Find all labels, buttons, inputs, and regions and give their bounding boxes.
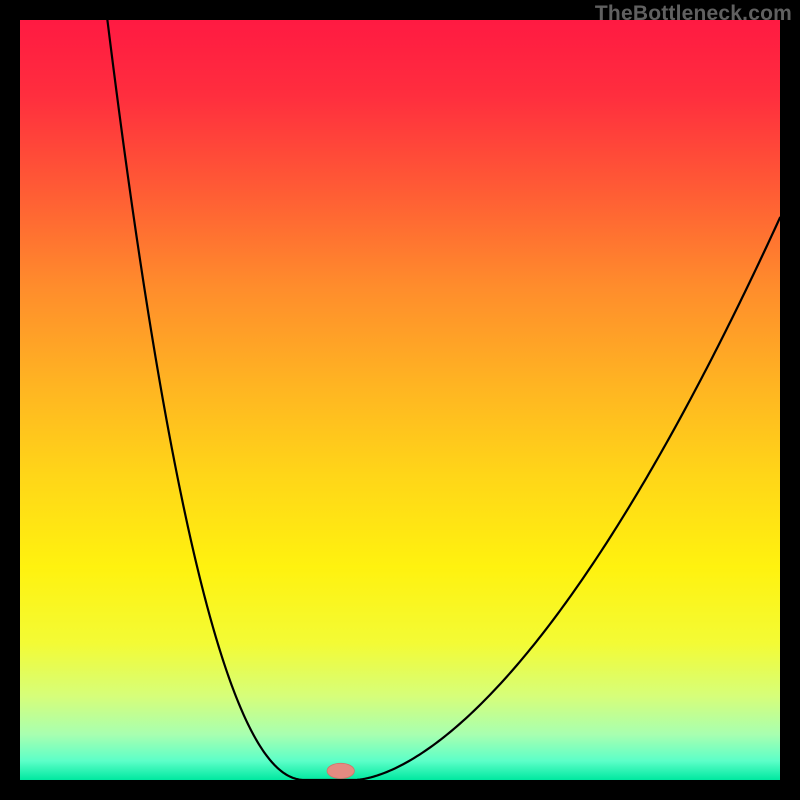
watermark-label: TheBottleneck.com <box>595 2 792 26</box>
plot-area <box>20 20 780 780</box>
vertex-marker <box>327 763 354 778</box>
chart-canvas <box>0 0 800 800</box>
